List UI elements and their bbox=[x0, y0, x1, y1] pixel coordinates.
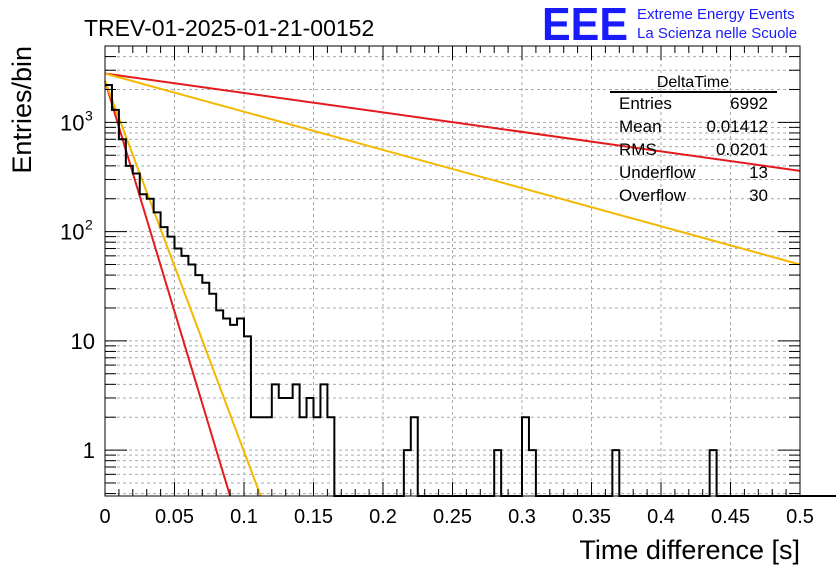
stats-label-mean: Mean bbox=[619, 117, 662, 136]
logo-line-1: Extreme Energy Events bbox=[637, 6, 795, 23]
x-tick-label: 0.35 bbox=[572, 506, 611, 528]
stats-value-mean: 0.01412 bbox=[707, 117, 768, 136]
stats-label-underflow: Underflow bbox=[619, 163, 696, 182]
logo-line-2: La Scienza nelle Scuole bbox=[637, 25, 797, 42]
fit-line bbox=[104, 72, 801, 172]
stats-label-rms: RMS bbox=[619, 140, 657, 159]
x-tick-label: 0.4 bbox=[647, 506, 675, 528]
stats-value-underflow: 13 bbox=[749, 163, 768, 182]
x-tick-label: 0.25 bbox=[433, 506, 472, 528]
x-tick-label: 0.5 bbox=[786, 506, 814, 528]
eee-logo: EEE bbox=[542, 0, 628, 50]
stats-title: DeltaTime bbox=[657, 74, 729, 91]
chart-title: TREV-01-2025-01-21-00152 bbox=[84, 15, 374, 41]
stats-label-overflow: Overflow bbox=[619, 186, 687, 205]
stats-box: DeltaTime Entries 6992 Mean 0.01412 RMS … bbox=[610, 74, 777, 205]
stats-value-overflow: 30 bbox=[749, 186, 768, 205]
histogram-deltatime bbox=[105, 83, 836, 497]
x-tick-label: 0.15 bbox=[294, 506, 333, 528]
fit-curves bbox=[104, 72, 801, 497]
fit-line bbox=[104, 80, 262, 497]
stats-label-entries: Entries bbox=[619, 94, 672, 113]
x-tick-label: 0.1 bbox=[230, 506, 258, 528]
y-tick-label: 1 bbox=[83, 438, 95, 463]
x-tick-label: 0.05 bbox=[155, 506, 194, 528]
y-axis-label: Entries/bin bbox=[7, 46, 37, 174]
y-tick-label-exponent: 2 bbox=[85, 217, 93, 233]
x-tick-label: 0.3 bbox=[508, 506, 536, 528]
x-tick-label: 0 bbox=[99, 506, 110, 528]
axis-ticks bbox=[104, 45, 801, 496]
x-axis-label: Time difference [s] bbox=[579, 535, 800, 565]
stats-value-entries: 6992 bbox=[730, 94, 768, 113]
y-tick-label: 10 bbox=[60, 110, 84, 135]
y-tick-label: 10 bbox=[71, 329, 95, 354]
x-tick-labels: 0 0.05 0.1 0.15 0.2 0.25 0.3 0.35 0.4 0.45 0.5 bbox=[99, 506, 813, 528]
x-tick-label: 0.45 bbox=[711, 506, 750, 528]
fit-line bbox=[104, 72, 801, 266]
stats-value-rms: 0.0201 bbox=[716, 140, 768, 159]
x-tick-label: 0.2 bbox=[369, 506, 397, 528]
y-tick-label-exponent: 3 bbox=[85, 107, 93, 123]
y-tick-label: 10 bbox=[60, 220, 84, 245]
